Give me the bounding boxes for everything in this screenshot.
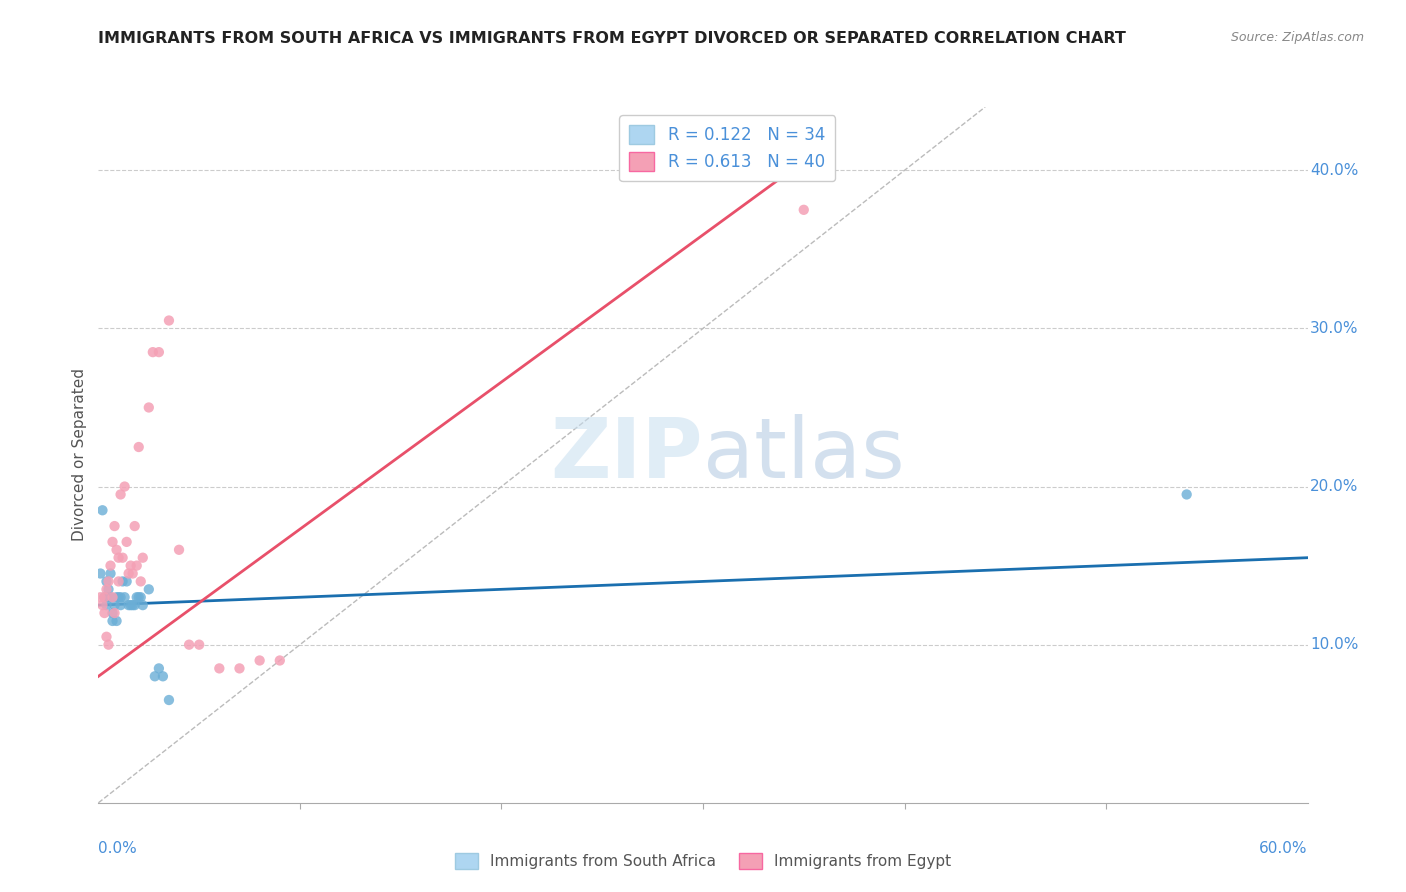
Point [157, 693, 180, 707]
Point [125, 591, 148, 605]
Text: 30.0%: 30.0% [1310, 321, 1358, 336]
Point [100, 558, 122, 573]
Text: Source: ZipAtlas.com: Source: ZipAtlas.com [1230, 31, 1364, 45]
Point [148, 345, 170, 359]
Point [96, 574, 118, 589]
Point [152, 669, 174, 683]
Point [142, 345, 165, 359]
Point [91, 503, 114, 517]
Point [101, 606, 124, 620]
Point [93, 591, 115, 605]
Point [103, 598, 125, 612]
Point [107, 550, 129, 565]
Point [93, 606, 115, 620]
Point [101, 534, 124, 549]
Point [120, 558, 142, 573]
Point [91, 598, 114, 612]
Text: 10.0%: 10.0% [1310, 637, 1358, 652]
Point [105, 614, 128, 628]
Point [96, 582, 118, 597]
Point [157, 313, 180, 327]
Point [132, 598, 155, 612]
Point [114, 591, 136, 605]
Text: IMMIGRANTS FROM SOUTH AFRICA VS IMMIGRANTS FROM EGYPT DIVORCED OR SEPARATED CORR: IMMIGRANTS FROM SOUTH AFRICA VS IMMIGRAN… [98, 31, 1126, 46]
Text: 40.0%: 40.0% [1310, 163, 1358, 178]
Point [121, 598, 143, 612]
Point [143, 669, 166, 683]
Point [100, 591, 122, 605]
Point [793, 202, 815, 217]
Point [111, 574, 134, 589]
Y-axis label: Divorced or Separated: Divorced or Separated [72, 368, 87, 541]
Point [228, 661, 250, 675]
Point [107, 574, 129, 589]
Point [128, 440, 150, 454]
Point [97, 638, 120, 652]
Point [111, 550, 134, 565]
Point [208, 661, 231, 675]
Point [96, 598, 118, 612]
Point [100, 566, 122, 581]
Point [97, 582, 120, 597]
Point [118, 598, 141, 612]
Legend: R = 0.122   N = 34, R = 0.613   N = 40: R = 0.122 N = 34, R = 0.613 N = 40 [619, 115, 835, 181]
Text: 60.0%: 60.0% [1260, 841, 1308, 856]
Point [105, 542, 128, 557]
Point [249, 653, 271, 667]
Point [132, 550, 155, 565]
Point [115, 574, 138, 589]
Text: atlas: atlas [703, 415, 904, 495]
Text: ZIP: ZIP [551, 415, 703, 495]
Point [105, 591, 128, 605]
Point [89, 566, 111, 581]
Point [97, 591, 120, 605]
Point [110, 591, 132, 605]
Point [148, 661, 170, 675]
Point [269, 653, 291, 667]
Point [120, 598, 142, 612]
Point [89, 591, 111, 605]
Point [118, 566, 141, 581]
Point [177, 638, 201, 652]
Legend: Immigrants from South Africa, Immigrants from Egypt: Immigrants from South Africa, Immigrants… [449, 847, 957, 875]
Point [129, 591, 152, 605]
Point [124, 598, 146, 612]
Point [124, 519, 146, 533]
Point [103, 606, 125, 620]
Point [107, 591, 129, 605]
Point [138, 582, 160, 597]
Point [125, 558, 148, 573]
Text: 20.0%: 20.0% [1310, 479, 1358, 494]
Point [129, 574, 152, 589]
Point [138, 401, 160, 415]
Point [167, 542, 190, 557]
Point [114, 479, 136, 493]
Point [110, 487, 132, 501]
Point [103, 519, 125, 533]
Point [101, 614, 124, 628]
Point [93, 591, 115, 605]
Point [188, 638, 211, 652]
Point [1175, 487, 1198, 501]
Point [110, 598, 132, 612]
Point [121, 566, 143, 581]
Point [96, 630, 118, 644]
Point [101, 591, 124, 605]
Point [97, 574, 120, 589]
Point [128, 591, 150, 605]
Text: 0.0%: 0.0% [98, 841, 138, 856]
Point [115, 534, 138, 549]
